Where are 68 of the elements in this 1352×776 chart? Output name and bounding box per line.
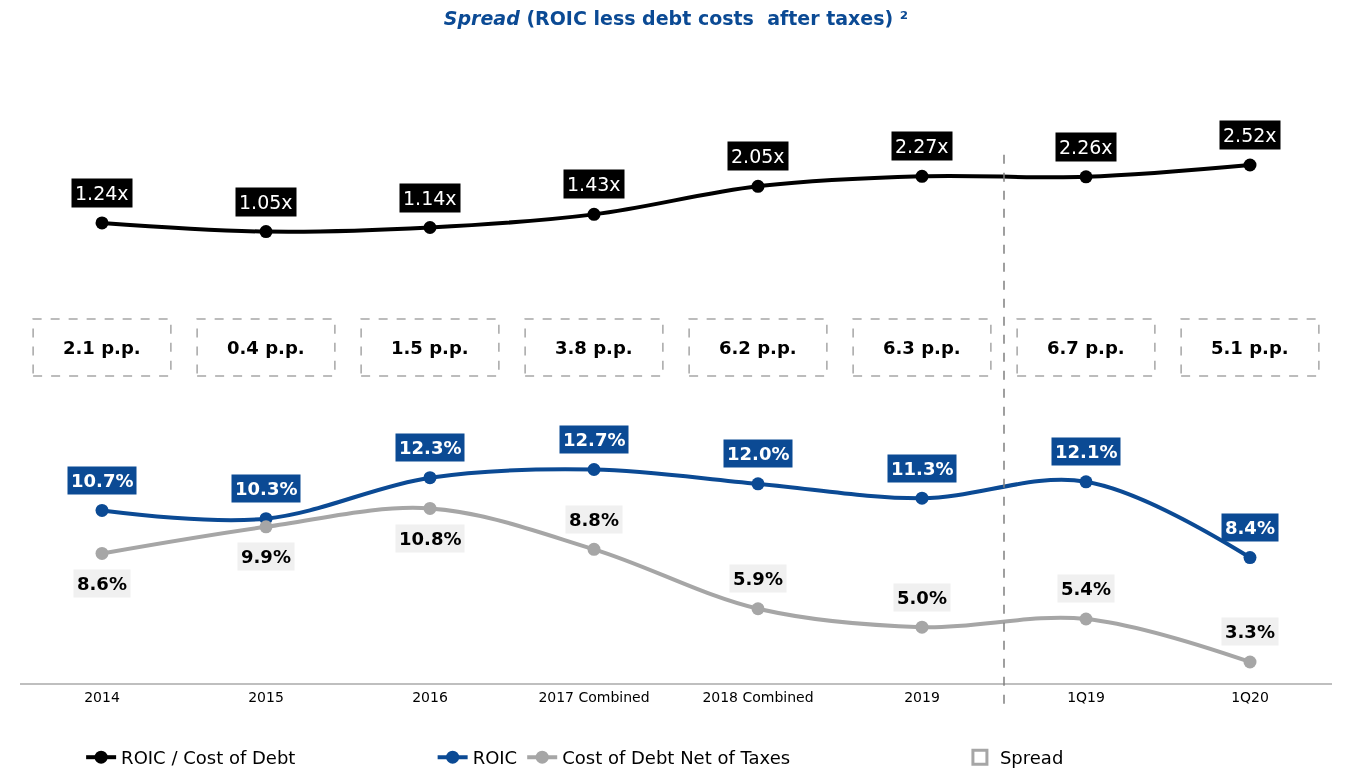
data-label: 8.4% — [1225, 517, 1275, 538]
data-label: 5.0% — [897, 587, 947, 608]
legend-label: ROIC — [472, 747, 518, 769]
data-label: 1.14x — [403, 187, 457, 209]
x-tick-label: 2017 Combined — [538, 688, 650, 705]
data-label: 8.6% — [77, 573, 127, 594]
point — [587, 542, 601, 556]
data-label: 12.0% — [727, 443, 790, 464]
data-label: 3.3% — [1225, 621, 1275, 642]
data-label: 1.05x — [239, 191, 293, 213]
x-tick-label: 1Q19 — [1067, 688, 1105, 705]
x-tick-label: 2014 — [84, 688, 120, 705]
data-label: 5.9% — [733, 568, 783, 589]
data-label: 10.8% — [399, 528, 462, 549]
point — [423, 471, 437, 485]
data-label: 5.1 p.p. — [1211, 337, 1289, 358]
data-label: 2.26x — [1059, 136, 1113, 158]
point — [423, 501, 437, 515]
data-label: 6.3 p.p. — [883, 337, 961, 358]
data-label: 1.5 p.p. — [391, 337, 469, 358]
data-label: 10.3% — [235, 478, 298, 499]
data-label: 12.7% — [563, 429, 626, 450]
point — [1079, 170, 1093, 184]
data-label: 2.52x — [1223, 124, 1277, 146]
data-label: 10.7% — [71, 470, 134, 491]
point — [915, 620, 929, 634]
x-tick-label: 2016 — [412, 688, 448, 705]
data-label: 5.4% — [1061, 578, 1111, 599]
point — [95, 216, 109, 230]
point — [1243, 551, 1257, 565]
point — [915, 491, 929, 505]
data-label: 1.43x — [567, 173, 621, 195]
point — [587, 207, 601, 221]
point — [423, 221, 437, 234]
data-label: 3.8 p.p. — [555, 337, 633, 358]
data-label: 11.3% — [891, 458, 954, 479]
x-tick-label: 2019 — [904, 688, 940, 705]
legend-label: Cost of Debt Net of Taxes — [562, 747, 791, 769]
point — [587, 463, 601, 476]
data-label: 0.4 p.p. — [227, 337, 305, 358]
point — [95, 503, 109, 517]
chart-title: Spread (ROIC less debt costs after taxes) ² — [443, 6, 909, 29]
point — [1243, 158, 1257, 172]
data-label: 1.24x — [75, 182, 129, 204]
data-label: 6.7 p.p. — [1047, 337, 1125, 358]
point — [1079, 475, 1093, 489]
point — [259, 225, 273, 239]
point — [1079, 612, 1093, 626]
data-label: 12.3% — [399, 437, 462, 458]
legend-label: Spread — [999, 747, 1064, 769]
point — [95, 546, 109, 560]
point — [915, 169, 929, 183]
legend-label: ROIC / Cost of Debt — [121, 747, 296, 769]
data-label: 9.9% — [241, 546, 291, 567]
x-tick-label: 1Q20 — [1231, 688, 1269, 705]
point — [751, 179, 765, 193]
point — [1243, 655, 1257, 669]
x-tick-label: 2018 Combined — [702, 688, 814, 705]
data-label: 2.1 p.p. — [63, 337, 141, 358]
data-label: 6.2 p.p. — [719, 337, 797, 358]
data-label: 2.27x — [895, 135, 949, 157]
point — [751, 477, 765, 491]
point — [751, 602, 765, 616]
x-tick-label: 2015 — [248, 688, 284, 705]
data-label: 2.05x — [731, 145, 785, 167]
point — [259, 520, 273, 534]
data-label: 12.1% — [1055, 441, 1118, 462]
data-label: 8.8% — [569, 509, 619, 530]
